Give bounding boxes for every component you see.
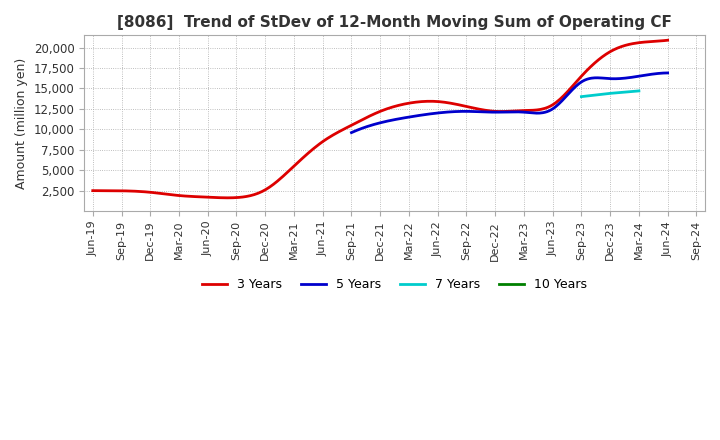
Legend: 3 Years, 5 Years, 7 Years, 10 Years: 3 Years, 5 Years, 7 Years, 10 Years — [197, 273, 592, 296]
Title: [8086]  Trend of StDev of 12-Month Moving Sum of Operating CF: [8086] Trend of StDev of 12-Month Moving… — [117, 15, 672, 30]
Y-axis label: Amount (million yen): Amount (million yen) — [15, 58, 28, 189]
